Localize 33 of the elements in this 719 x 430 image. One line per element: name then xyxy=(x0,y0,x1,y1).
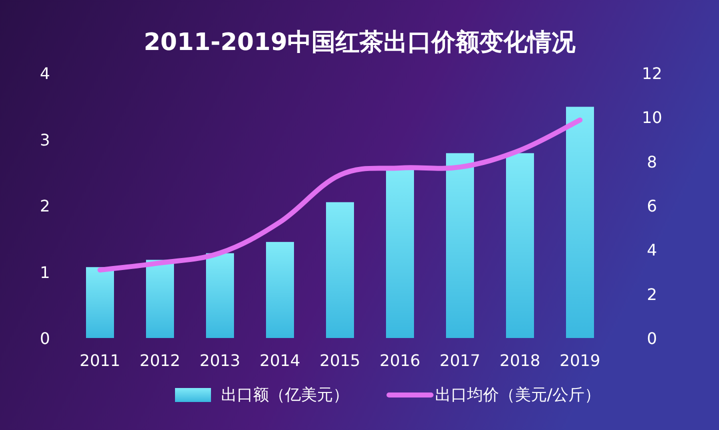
y-tick-label: 0 xyxy=(40,329,50,348)
y-tick-label: 1 xyxy=(40,262,50,282)
bar xyxy=(326,202,354,338)
x-tick-label: 2013 xyxy=(200,351,240,370)
x-tick-label: 2019 xyxy=(560,351,600,370)
y-tick-label: 4 xyxy=(40,64,50,83)
bar xyxy=(566,106,594,338)
bar xyxy=(446,153,474,338)
bar xyxy=(206,253,234,338)
x-tick-label: 2012 xyxy=(140,351,180,370)
y2-tick-label: 6 xyxy=(646,196,658,216)
chart-title: 2011-2019中国红茶出口价额变化情况 xyxy=(144,28,576,56)
bar xyxy=(386,170,414,338)
bar xyxy=(266,242,294,338)
y2-tick-label: 0 xyxy=(646,329,658,348)
x-tick-label: 2018 xyxy=(500,351,540,370)
y-tick-label: 2 xyxy=(40,196,50,216)
y2-tick-label: 4 xyxy=(646,240,658,260)
x-tick-label: 2017 xyxy=(440,351,480,370)
y2-tick-label: 10 xyxy=(642,108,662,128)
y2-tick-label: 2 xyxy=(646,284,658,304)
x-tick-label: 2015 xyxy=(320,351,360,370)
x-tick-label: 2014 xyxy=(260,351,300,370)
y2-tick-label: 12 xyxy=(642,64,662,83)
bar xyxy=(86,267,114,338)
legend-label: 出口额（亿美元） xyxy=(221,385,349,404)
y2-tick-label: 8 xyxy=(646,152,658,172)
x-tick-label: 2011 xyxy=(80,351,120,370)
bar xyxy=(506,153,534,338)
legend-label: 出口均价（美元/公斤） xyxy=(435,385,600,404)
y-tick-label: 3 xyxy=(40,130,50,150)
x-tick-label: 2016 xyxy=(380,351,420,370)
bar xyxy=(146,260,174,338)
